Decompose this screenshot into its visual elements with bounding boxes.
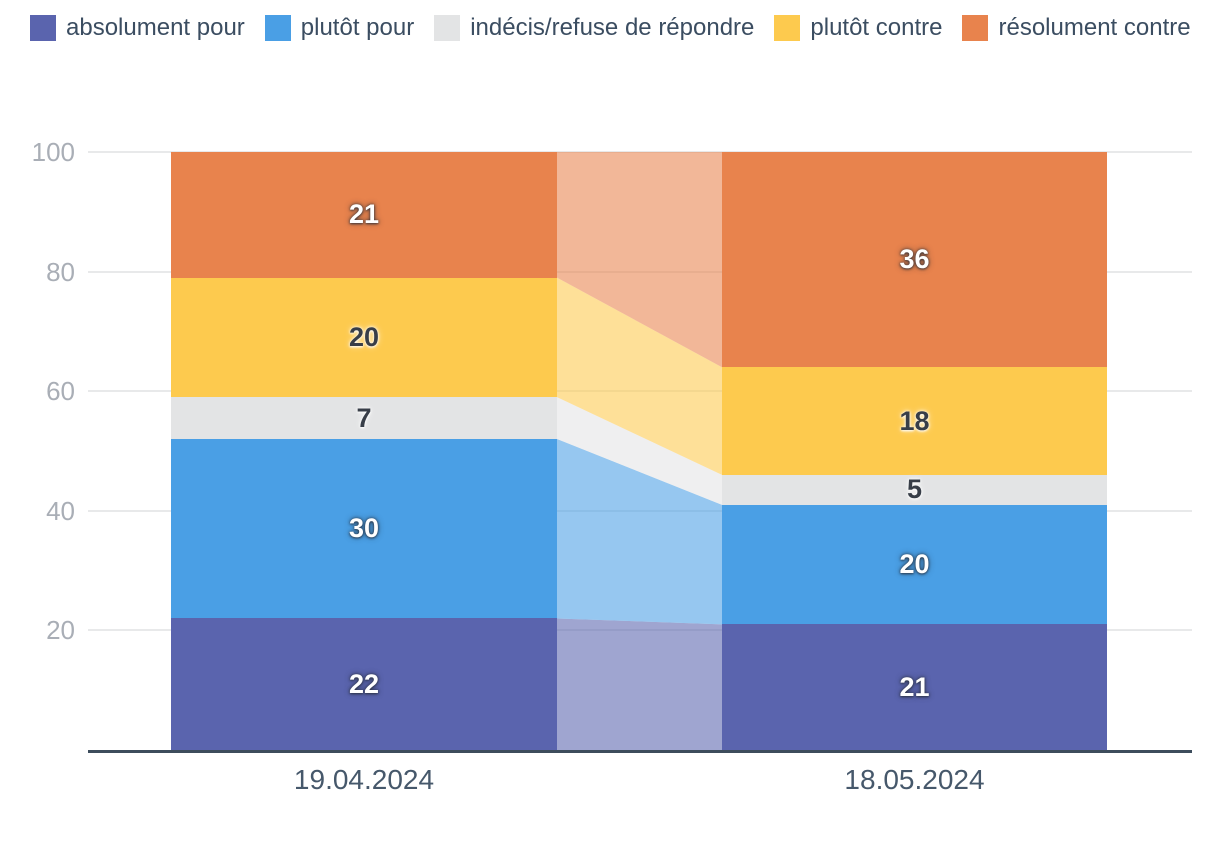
- legend-item-1[interactable]: plutôt pour: [264, 14, 415, 42]
- x-axis-line: [88, 750, 1192, 753]
- flow-band-3: [557, 277, 722, 475]
- legend-swatch-icon: [962, 15, 989, 41]
- segment-value-label: 5: [906, 474, 923, 505]
- bar-segment[interactable]: 22: [171, 618, 557, 750]
- segment-value-label: 30: [348, 513, 380, 544]
- bar-segment[interactable]: 30: [171, 439, 557, 619]
- segment-value-label: 20: [348, 321, 380, 352]
- legend-item-label: indécis/refuse de répondre: [470, 14, 755, 41]
- legend-item-3[interactable]: plutôt contre: [774, 14, 942, 42]
- legend-item-2[interactable]: indécis/refuse de répondre: [434, 14, 754, 42]
- legend: absolument pour plutôt pour indécis/refuse…: [30, 14, 1200, 42]
- bar-column-1: 36 18 5 20 21: [722, 152, 1107, 750]
- flow-connectors: [557, 152, 722, 750]
- bar-segment[interactable]: 5: [722, 474, 1107, 505]
- bar-segment[interactable]: 20: [722, 504, 1107, 625]
- segment-value-label: 36: [899, 244, 930, 275]
- segment-value-label: 22: [348, 668, 380, 699]
- y-tick-label: 40: [46, 495, 75, 526]
- segment-value-label: 21: [348, 199, 380, 230]
- segment-value-label: 7: [356, 402, 372, 433]
- y-tick-label: 100: [31, 137, 75, 167]
- y-tick-label: 20: [46, 615, 75, 646]
- legend-item-label: résolument contre: [998, 14, 1191, 41]
- legend-swatch-icon: [30, 15, 56, 41]
- segment-value-label: 18: [899, 405, 930, 436]
- bar-segment[interactable]: 20: [171, 277, 557, 398]
- segment-value-label: 21: [899, 671, 930, 702]
- legend-swatch-icon: [434, 15, 461, 41]
- bar-segment[interactable]: 36: [722, 152, 1107, 368]
- legend-swatch-icon: [774, 15, 801, 41]
- flow-band-1: [557, 439, 722, 625]
- flow-band-2: [557, 397, 722, 505]
- y-tick-label: 80: [46, 256, 75, 287]
- y-tick-label: 60: [46, 376, 75, 407]
- bar-segment[interactable]: 21: [722, 624, 1107, 750]
- bar-segment[interactable]: 21: [171, 152, 557, 278]
- legend-item-label: plutôt pour: [300, 14, 415, 41]
- bar-segment[interactable]: 7: [171, 397, 557, 440]
- bar-segment[interactable]: 18: [722, 367, 1107, 475]
- x-tick-label: 18.05.2024: [844, 764, 985, 795]
- legend-item-0[interactable]: absolument pour: [30, 14, 245, 42]
- x-tick-label: 19.04.2024: [293, 764, 435, 795]
- bar-column-0: 21 20 7 30 22: [171, 152, 557, 750]
- legend-item-4[interactable]: résolument contre: [962, 14, 1191, 42]
- legend-item-label: plutôt contre: [810, 14, 943, 41]
- segment-value-label: 20: [899, 549, 930, 580]
- flow-band-0: [557, 618, 722, 750]
- legend-swatch-icon: [264, 15, 291, 41]
- flow-band-4: [557, 152, 722, 368]
- legend-item-label: absolument pour: [66, 14, 245, 41]
